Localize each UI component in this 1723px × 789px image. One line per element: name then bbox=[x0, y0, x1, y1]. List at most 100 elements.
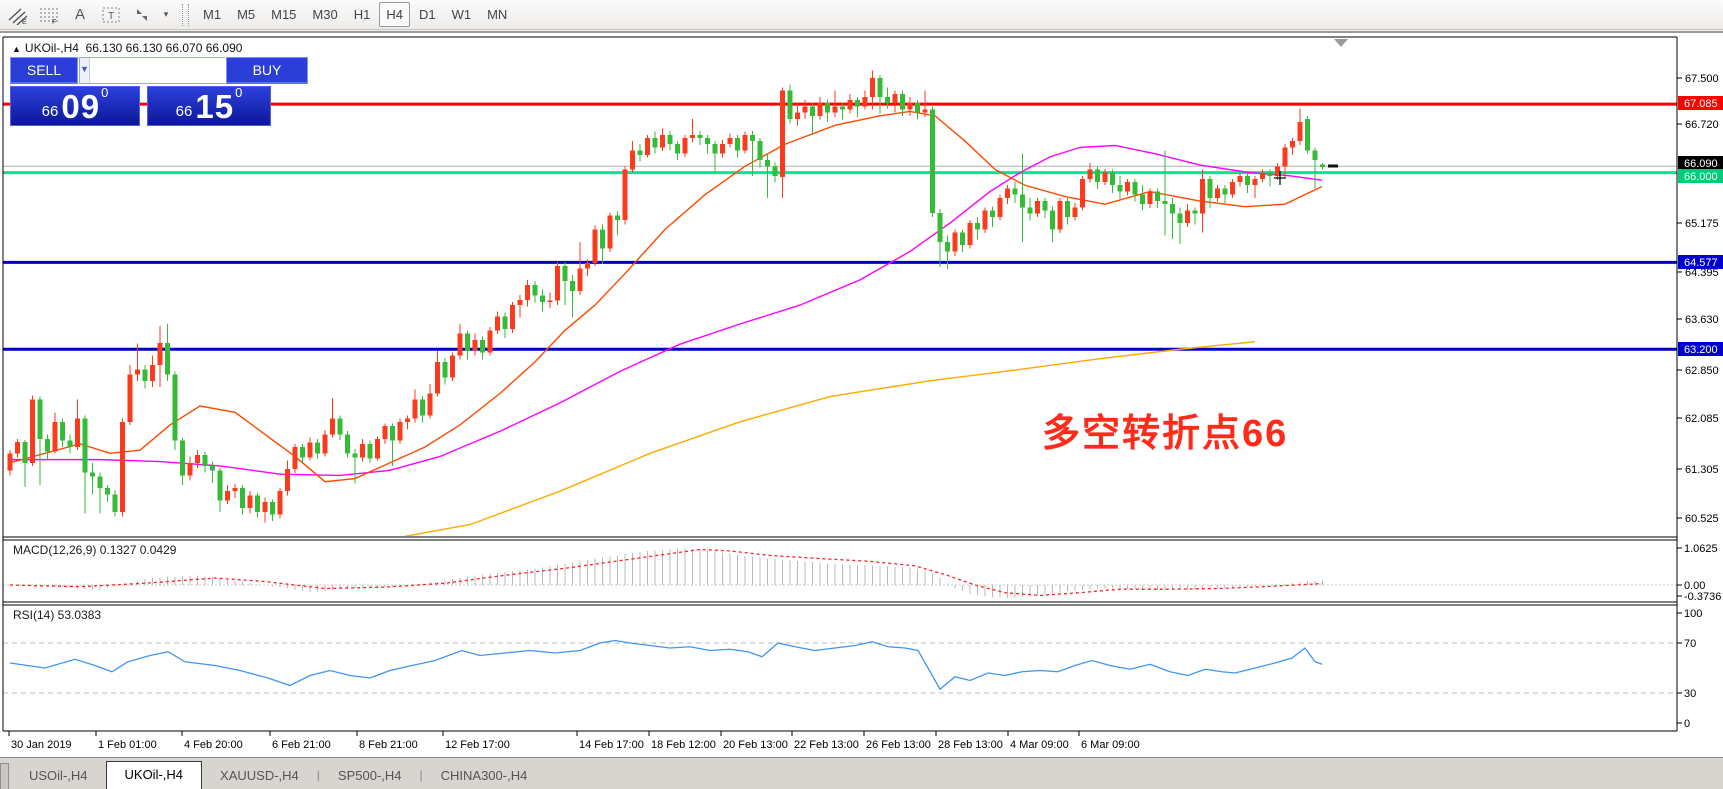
price-tick-label: 61.305 bbox=[1685, 464, 1719, 476]
timeframe-button-d1[interactable]: D1 bbox=[418, 7, 436, 22]
price-badge bbox=[1678, 156, 1723, 170]
candle bbox=[907, 103, 913, 110]
timeframe-button-m30[interactable]: M30 bbox=[312, 7, 338, 22]
candle bbox=[547, 300, 553, 302]
price-badge bbox=[1678, 169, 1723, 183]
candle bbox=[795, 112, 800, 120]
time-axis-label: 6 Mar 09:00 bbox=[1081, 739, 1140, 751]
candle bbox=[240, 488, 245, 509]
candle bbox=[990, 210, 995, 217]
dropdown-caret-icon[interactable]: ▾ bbox=[163, 9, 169, 19]
candle bbox=[1245, 175, 1250, 186]
volume-decrease-icon[interactable]: ▼ bbox=[80, 58, 90, 83]
ask-price-small: 66 bbox=[175, 103, 193, 120]
candle bbox=[1170, 204, 1175, 214]
symbol-tab-china300h4[interactable]: CHINA300-,H4 bbox=[440, 768, 528, 783]
candle bbox=[765, 160, 770, 167]
candle bbox=[1207, 178, 1213, 198]
candle bbox=[1297, 122, 1303, 142]
price-tick-label: 60.525 bbox=[1685, 513, 1719, 525]
candle bbox=[1312, 150, 1318, 161]
symbol-tab-ukoilh4[interactable]: UKOil-,H4 bbox=[105, 761, 203, 789]
candle bbox=[870, 78, 875, 97]
candle bbox=[825, 103, 830, 113]
candle bbox=[915, 103, 920, 113]
symbol-tab-xauusdh4[interactable]: XAUUSD-,H4 bbox=[220, 768, 299, 783]
candle bbox=[157, 342, 163, 366]
candle bbox=[187, 462, 193, 476]
candle bbox=[600, 229, 605, 249]
rsi-axis-label: 30 bbox=[1684, 688, 1696, 700]
candle bbox=[570, 281, 575, 292]
candle bbox=[877, 78, 883, 97]
timeframe-button-m5[interactable]: M5 bbox=[237, 7, 256, 22]
arrows-tool-icon[interactable] bbox=[129, 3, 155, 27]
time-axis: 30 Jan 2019 1 Feb 01:00 4 Feb 20:00 6 Feb 2… bbox=[8, 731, 1140, 751]
symbol-tabs: USOil-,H4 UKOil-,H4 XAUUSD-,H4 | SP500-,H4 | C… bbox=[11, 761, 545, 789]
candle bbox=[840, 106, 845, 110]
symbol-tab-sp500h4[interactable]: SP500-,H4 bbox=[337, 768, 402, 783]
candle bbox=[982, 210, 988, 230]
candle bbox=[1215, 188, 1220, 198]
fibonacci-retracement-icon[interactable]: F bbox=[36, 3, 62, 27]
candle bbox=[435, 361, 440, 394]
candle bbox=[1087, 169, 1093, 179]
svg-text:T: T bbox=[108, 11, 114, 22]
macd-axis-label: 0.00 bbox=[1684, 580, 1705, 592]
tab-separator: | bbox=[316, 768, 320, 782]
symbol-marker-icon: ▲ bbox=[12, 44, 21, 54]
rsi-axis-label: 70 bbox=[1684, 638, 1696, 650]
timeframe-button-w1[interactable]: W1 bbox=[451, 7, 472, 22]
candle bbox=[1080, 178, 1085, 208]
svg-text:63.200: 63.200 bbox=[1684, 344, 1718, 356]
candle bbox=[637, 150, 643, 155]
candle bbox=[645, 137, 650, 155]
candle bbox=[412, 399, 418, 419]
candle bbox=[45, 438, 50, 452]
candle bbox=[802, 106, 808, 113]
text-label-icon[interactable]: T bbox=[98, 3, 124, 27]
ask-price-panel[interactable]: 66 15 0 bbox=[147, 85, 271, 126]
price-tick-label: 63.630 bbox=[1685, 314, 1719, 326]
candle bbox=[37, 399, 43, 439]
candle bbox=[262, 501, 268, 512]
timeframe-button-m1[interactable]: M1 bbox=[203, 7, 222, 22]
candle bbox=[7, 453, 13, 471]
candle bbox=[52, 421, 58, 452]
timeframe-button-h1[interactable]: H1 bbox=[353, 7, 371, 22]
timeframe-button-m15[interactable]: M15 bbox=[271, 7, 297, 22]
chart-ohlc: 66.130 66.130 66.070 66.090 bbox=[85, 41, 243, 55]
buy-button[interactable]: BUY bbox=[226, 57, 308, 84]
candle bbox=[592, 229, 598, 263]
symbol-tab-usoilh4[interactable]: USOil-,H4 bbox=[29, 768, 88, 783]
bid-price-panel[interactable]: 66 09 0 bbox=[10, 85, 140, 126]
candle bbox=[952, 232, 958, 252]
svg-text:E: E bbox=[22, 19, 27, 25]
candle bbox=[922, 109, 928, 113]
macd-axis-label: -0.3736 bbox=[1684, 591, 1721, 603]
candle bbox=[397, 421, 403, 441]
timeframe-button-h4[interactable]: H4 bbox=[379, 2, 410, 27]
candle bbox=[772, 166, 778, 176]
bid-price-big: 09 bbox=[61, 88, 101, 125]
candle bbox=[945, 242, 950, 252]
candle bbox=[900, 93, 905, 110]
candle bbox=[1162, 201, 1168, 205]
equidistant-channel-icon[interactable]: E bbox=[5, 3, 31, 27]
candle bbox=[517, 300, 523, 306]
time-axis-label: 4 Feb 20:00 bbox=[184, 739, 243, 751]
sell-button[interactable]: SELL bbox=[10, 57, 78, 84]
chart-shift-marker-icon bbox=[1334, 39, 1348, 47]
timeframe-button-mn[interactable]: MN bbox=[487, 7, 508, 22]
candle bbox=[1065, 201, 1070, 217]
price-tick-label: 67.500 bbox=[1685, 73, 1719, 85]
candle bbox=[382, 426, 388, 439]
rsi-label: RSI(14) 53.0383 bbox=[13, 608, 102, 622]
candle bbox=[1117, 185, 1123, 192]
text-icon[interactable]: A bbox=[74, 6, 85, 23]
candle bbox=[787, 90, 793, 120]
svg-text:67.085: 67.085 bbox=[1684, 98, 1718, 110]
symbol-tabbar: USOil-,H4 UKOil-,H4 XAUUSD-,H4 | SP500-,H4 | C… bbox=[0, 757, 1723, 789]
candle bbox=[375, 438, 380, 459]
